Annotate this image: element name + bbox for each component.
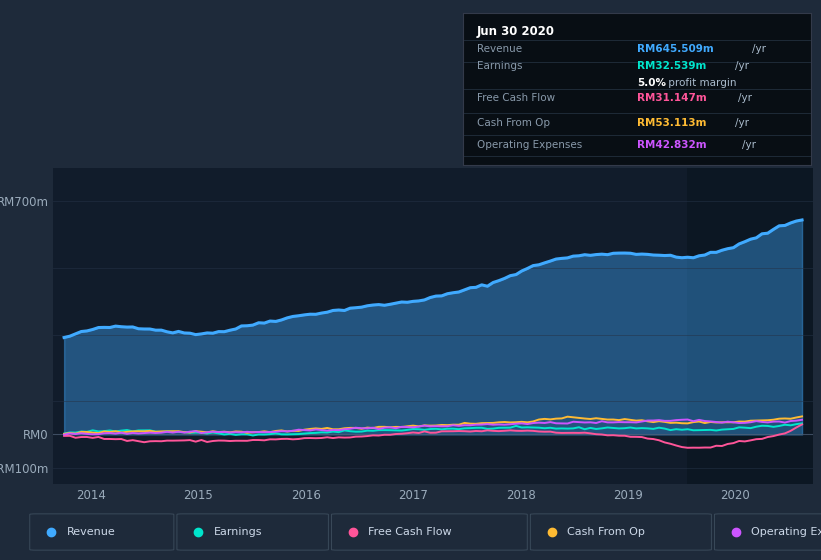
Text: Cash From Op: Cash From Op (477, 118, 550, 128)
Text: 5.0%: 5.0% (637, 78, 666, 88)
FancyBboxPatch shape (30, 514, 174, 550)
Text: Free Cash Flow: Free Cash Flow (477, 93, 555, 103)
FancyBboxPatch shape (332, 514, 527, 550)
Text: Cash From Op: Cash From Op (567, 527, 645, 537)
Text: RM645.509m: RM645.509m (637, 44, 713, 54)
Bar (687, 168, 821, 484)
FancyBboxPatch shape (530, 514, 712, 550)
Text: profit margin: profit margin (665, 78, 736, 88)
Text: Free Cash Flow: Free Cash Flow (369, 527, 452, 537)
Text: RM31.147m: RM31.147m (637, 93, 707, 103)
Text: Earnings: Earnings (214, 527, 263, 537)
Text: Earnings: Earnings (477, 61, 522, 71)
FancyBboxPatch shape (714, 514, 821, 550)
Text: RM42.832m: RM42.832m (637, 141, 707, 151)
Text: RM32.539m: RM32.539m (637, 61, 707, 71)
Text: Jun 30 2020: Jun 30 2020 (477, 25, 555, 38)
Text: /yr: /yr (741, 141, 755, 151)
Text: /yr: /yr (735, 118, 749, 128)
Text: /yr: /yr (735, 61, 749, 71)
Text: Revenue: Revenue (67, 527, 116, 537)
Text: Operating Expenses: Operating Expenses (751, 527, 821, 537)
Text: Operating Expenses: Operating Expenses (477, 141, 582, 151)
FancyBboxPatch shape (177, 514, 328, 550)
Text: /yr: /yr (752, 44, 766, 54)
Text: RM53.113m: RM53.113m (637, 118, 707, 128)
Text: /yr: /yr (738, 93, 752, 103)
Text: Revenue: Revenue (477, 44, 522, 54)
